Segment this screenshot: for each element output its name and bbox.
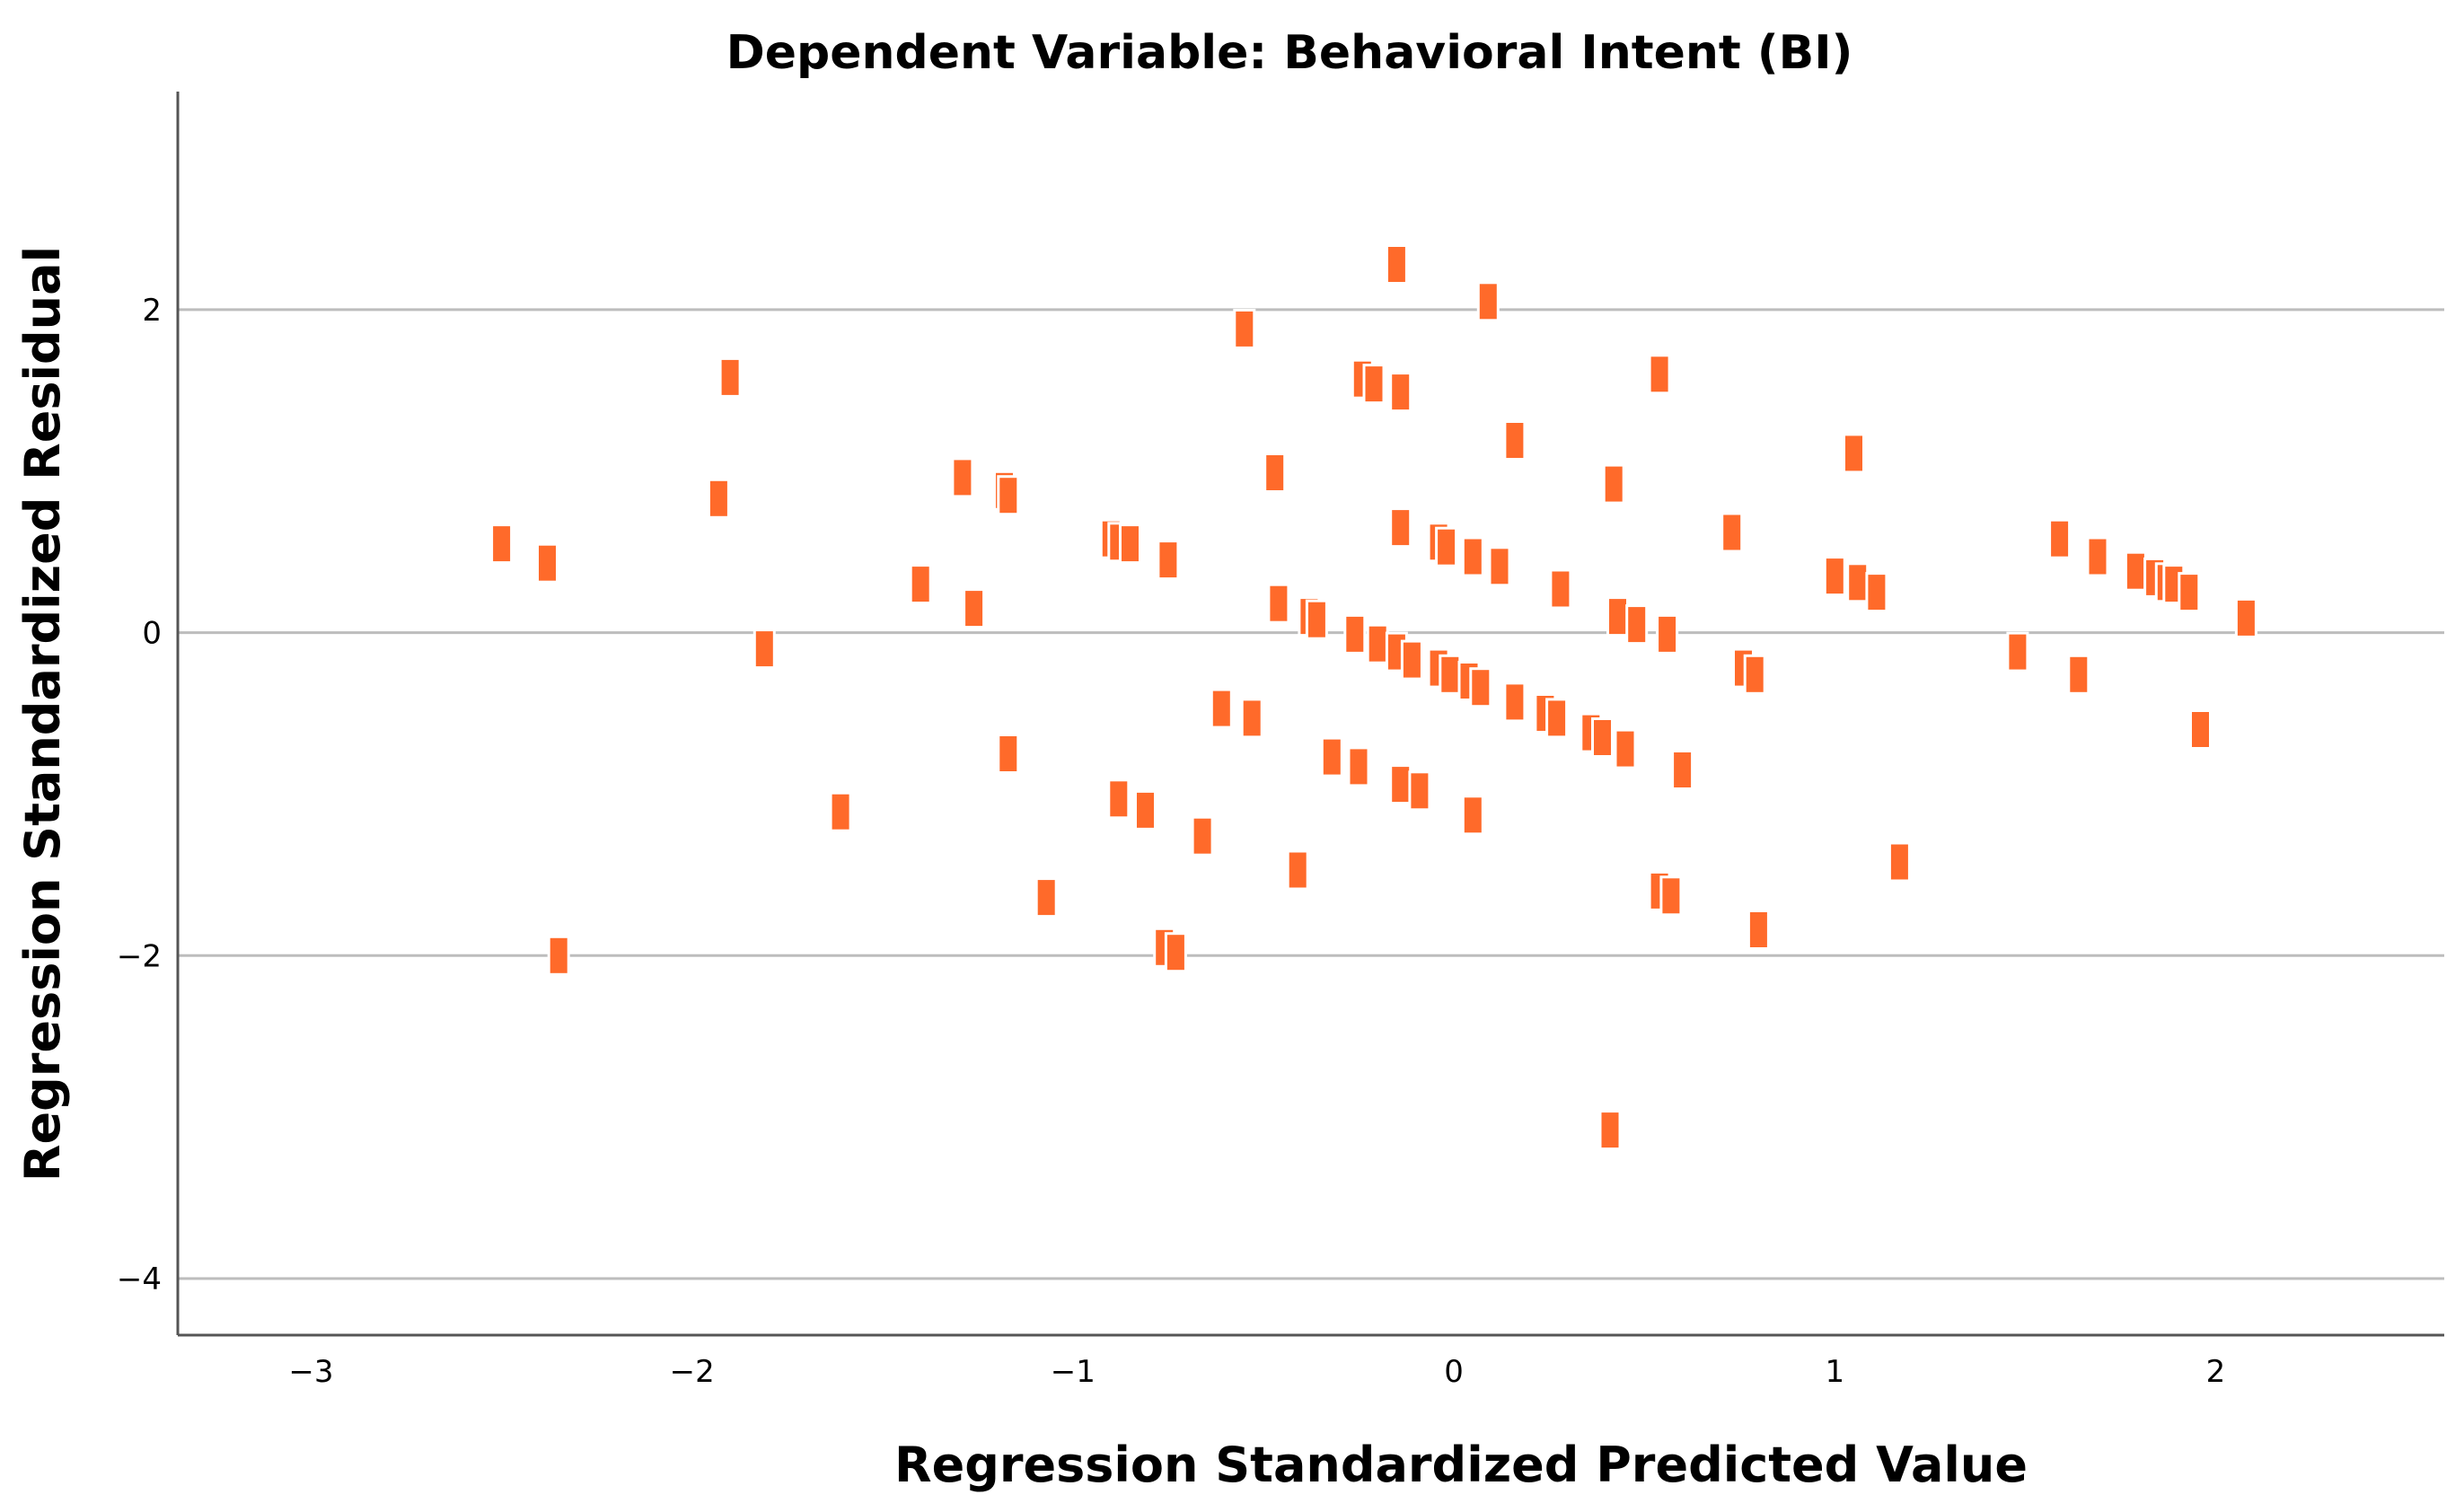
y-tick-label: 2 <box>142 293 162 329</box>
scatter-point <box>707 478 730 519</box>
scatter-point <box>1606 596 1629 637</box>
scatter-point <box>2124 550 2147 592</box>
scatter-point <box>1389 507 1412 549</box>
scatter-point <box>1210 688 1233 729</box>
scatter-point <box>2048 518 2072 559</box>
scatter-point <box>1888 841 1911 883</box>
scatter-point <box>1503 681 1527 723</box>
scatter-point <box>1362 364 1386 405</box>
scatter-point <box>1843 433 1865 474</box>
scatter-point <box>1602 463 1625 505</box>
x-tick-label: 2 <box>2206 1354 2226 1390</box>
x-axis-label: Regression Standardized Predicted Value <box>894 1437 2028 1493</box>
scatter-point <box>1823 556 1846 597</box>
scatter-point <box>1389 764 1412 805</box>
scatter-point <box>1671 750 1694 790</box>
data-points <box>490 244 2257 1151</box>
scatter-point <box>1320 736 1343 778</box>
scatter-point <box>718 356 742 398</box>
scatter-point <box>1389 372 1412 413</box>
x-tick-label: 1 <box>1825 1354 1844 1390</box>
scatter-point <box>490 523 514 565</box>
scatter-point <box>1263 453 1287 493</box>
scatter-point <box>963 588 986 629</box>
scatter-point <box>2006 631 2029 672</box>
scatter-point <box>2234 597 2257 638</box>
gridlines <box>178 308 2444 1280</box>
scatter-point <box>1134 789 1157 831</box>
scatter-point <box>997 475 1020 516</box>
scatter-point <box>1476 281 1500 322</box>
scatter-point <box>1366 623 1389 664</box>
scatter-point <box>1549 568 1572 610</box>
scatter-point <box>829 791 852 832</box>
scatter-point <box>2178 572 2201 613</box>
y-tick-label: 0 <box>142 616 162 652</box>
scatter-point <box>1267 583 1290 624</box>
scatter-point <box>536 542 559 584</box>
scatter-point <box>2086 536 2109 577</box>
scatter-point <box>1743 654 1766 695</box>
y-tick-label: −4 <box>117 1261 162 1297</box>
scatter-point <box>1625 604 1649 646</box>
scatter-point <box>1461 795 1484 836</box>
scatter-point <box>1720 512 1744 553</box>
scatter-point <box>1347 746 1370 787</box>
x-tick-label: −3 <box>288 1354 333 1390</box>
scatter-point <box>1461 536 1484 577</box>
y-tick-label: −2 <box>117 938 162 974</box>
scatter-point <box>1846 562 1870 603</box>
scatter-point <box>1747 910 1770 950</box>
scatter-point <box>1164 932 1187 973</box>
scatter-point <box>547 935 570 976</box>
x-tick-label: 0 <box>1444 1354 1464 1390</box>
scatter-point <box>752 629 776 670</box>
x-tick-label: −1 <box>1051 1354 1096 1390</box>
scatter-point <box>1503 420 1527 461</box>
scatter-point <box>1107 778 1131 820</box>
scatter-point <box>1305 599 1328 640</box>
scatter-point <box>1614 728 1637 769</box>
scatter-point <box>1591 717 1614 758</box>
scatter-point <box>1648 354 1671 395</box>
x-tick-label: −2 <box>670 1354 715 1390</box>
scatter-point <box>2067 654 2090 695</box>
scatter-point <box>1400 639 1423 681</box>
scatter-point <box>1656 613 1679 655</box>
scatter-point <box>1191 815 1214 857</box>
scatter-point <box>1343 613 1367 655</box>
scatter-point <box>1598 1110 1622 1151</box>
scatter-point <box>1157 540 1180 581</box>
chart-title: Dependent Variable: Behavioral Intent (B… <box>726 26 1853 80</box>
scatter-point <box>1286 849 1309 891</box>
scatter-point <box>951 457 974 498</box>
tick-labels: 2 0 −2 −4 −3 −2 −1 0 1 2 <box>117 293 2225 1390</box>
scatter-point <box>1240 698 1263 739</box>
scatter-point <box>909 564 932 605</box>
scatter-point <box>1119 523 1141 565</box>
scatter-point <box>1233 308 1256 349</box>
scatter-point <box>1659 875 1683 917</box>
scatter-point <box>997 734 1020 774</box>
scatter-point <box>1385 244 1408 285</box>
scatter-point <box>1034 877 1058 919</box>
scatter-point <box>1408 770 1431 812</box>
scatter-point <box>1469 667 1492 708</box>
scatter-point <box>1865 572 1888 613</box>
scatter-point <box>1488 546 1511 587</box>
scatter-point <box>2189 709 2212 750</box>
y-axis-label: Regression Standardized Residual <box>14 246 71 1182</box>
scatter-point <box>1435 526 1458 567</box>
scatter-point <box>1545 698 1569 739</box>
axes <box>176 92 2444 1337</box>
scatter-point <box>1439 654 1462 695</box>
